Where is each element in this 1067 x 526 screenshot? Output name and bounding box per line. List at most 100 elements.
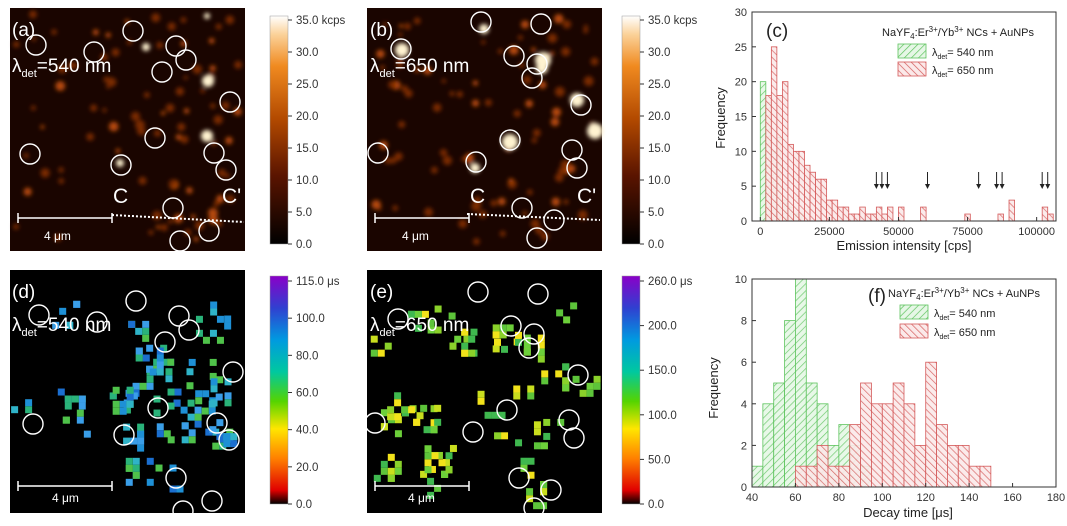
lifetime-pixel (156, 430, 164, 438)
particle-circle (201, 490, 223, 512)
panel-b: (b) λdet=650 nm 4 μm C C' (367, 8, 603, 251)
lifetime-pixel (394, 392, 402, 400)
lifetime-pixel (572, 375, 580, 383)
x-tick-label: 0 (757, 226, 763, 238)
hist-bar-650 (1041, 206, 1049, 222)
lifetime-pixel (195, 315, 203, 323)
emission-spot (23, 187, 32, 196)
emission-spot (398, 24, 403, 29)
lifetime-pixel (125, 464, 133, 472)
label-c-prime-a: C' (222, 185, 241, 208)
y-tick-label: 15 (735, 112, 747, 124)
lifetime-pixel (216, 336, 224, 344)
lifetime-pixel (167, 402, 175, 410)
colorbar-tick-label: 15.0 (296, 143, 318, 155)
particle-circle (566, 157, 588, 179)
lifetime-pixel (500, 345, 508, 353)
colorbar-tick-label: 25.0 (648, 79, 670, 91)
lifetime-pixel (119, 400, 127, 408)
colorbar-tick-label: 15.0 (648, 143, 670, 155)
image-a (10, 8, 245, 251)
emission-spot (151, 13, 161, 23)
lifetime-pixel (130, 392, 138, 400)
emission-spot (215, 23, 222, 30)
legend-title-f: NaYF4:Er3+/Yb3+ NCs + AuNPs (888, 286, 1041, 302)
colorbar-tick-label: 25.0 (296, 79, 318, 91)
hist-bar-650 (898, 206, 905, 222)
lifetime-pixel (543, 418, 551, 426)
emission-spot (225, 15, 235, 25)
legend-swatch-540-f (899, 304, 929, 320)
lifetime-pixel (209, 329, 217, 337)
emission-spot (213, 115, 223, 125)
emission-spot (398, 32, 403, 37)
emission-spot (155, 224, 161, 230)
lifetime-pixel (491, 411, 499, 419)
bright-spot (570, 93, 584, 107)
lifetime-pixel (209, 372, 217, 380)
lifetime-pixel (408, 406, 416, 414)
lifetime-pixel (416, 412, 424, 420)
lifetime-pixel (128, 320, 136, 328)
lifetime-pixel (215, 393, 223, 401)
emission-spot (551, 107, 562, 117)
lifetime-pixel (132, 464, 140, 472)
particle-circle (364, 412, 386, 434)
particle-circle (206, 412, 228, 434)
lifetime-pixel (387, 406, 395, 414)
colorbar-tick-label: 10.0 (648, 175, 670, 187)
x-tick-label: 100 (873, 492, 891, 504)
lifetime-pixel (135, 327, 143, 335)
emission-spot (549, 51, 555, 56)
emission-spot (58, 167, 64, 173)
colorbar-a: 35.0 kcps 30.0 25.0 20.0 15.0 10.0 5.0 0.0 (269, 15, 345, 251)
lifetime-pixel (477, 397, 485, 405)
lifetime-pixel (146, 375, 154, 383)
emission-spot (499, 230, 506, 237)
emission-spot (413, 66, 421, 74)
hist-bar-650 (875, 206, 883, 222)
label-c-a: C (113, 185, 128, 208)
y-tick-label: 10 (735, 146, 747, 158)
lifetime-pixel (461, 328, 469, 336)
colorbar-tick-label: 20.0 (296, 111, 318, 123)
lifetime-pixel (494, 432, 502, 440)
colorbar-tick-label: 0.0 (296, 499, 312, 511)
lifetime-pixel (167, 436, 175, 444)
hist-bar-650 (957, 444, 970, 488)
legend-swatch-650-f (899, 323, 929, 339)
hist-bar-650 (809, 171, 816, 222)
emission-spot (382, 21, 388, 27)
hist-bar-650 (848, 213, 855, 222)
emission-spot (547, 33, 558, 43)
legend-label-650-c: λdet= 650 nm (932, 65, 993, 79)
lifetime-pixel (167, 388, 175, 396)
lifetime-pixel (533, 442, 541, 450)
lifetime-pixel (434, 418, 442, 426)
lifetime-pixel (135, 347, 143, 355)
hist-bar-650 (920, 206, 927, 222)
emission-spot (461, 156, 466, 162)
arrow-head (999, 184, 1005, 189)
lifetime-pixel (224, 399, 232, 407)
lifetime-pixel (137, 430, 145, 438)
lifetime-pixel (201, 407, 209, 415)
lifetime-pixel (394, 413, 402, 421)
particle-circle (165, 35, 187, 57)
emission-spot (180, 17, 187, 23)
panel-label-f: (f) (868, 286, 886, 307)
lifetime-pixel (119, 407, 127, 415)
x-tick-label: 40 (746, 492, 758, 504)
colorbar-tick-label: 60.0 (296, 388, 318, 400)
hist-bar-650 (837, 206, 844, 222)
particle-circle (508, 467, 530, 489)
lifetime-pixel (435, 451, 443, 459)
lifetime-pixel (523, 348, 531, 356)
lifetime-pixel (586, 382, 594, 390)
hist-bar-650 (979, 465, 992, 488)
scale-label-b: 4 μm (402, 229, 429, 243)
hist-bar-650 (914, 444, 927, 488)
emission-spot (234, 60, 243, 69)
lifetime-pixel (25, 399, 33, 407)
emission-spot (371, 199, 381, 210)
